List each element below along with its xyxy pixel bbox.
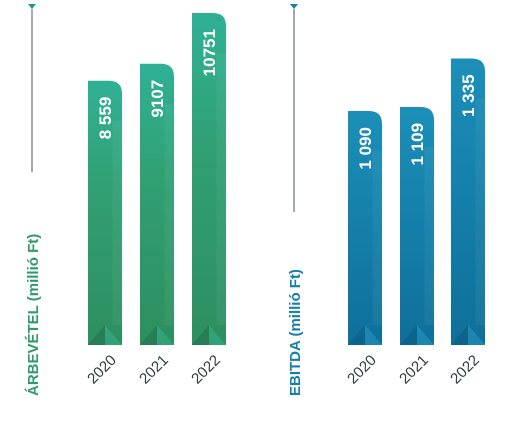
revenue-bar [192,13,226,345]
revenue-bar-facet-left [192,325,209,345]
revenue-chart: ÁRBEVÉTEL (millió Ft) 8 559 9107 10751 202… [25,4,226,396]
ebitda-bar-facet-right [468,325,485,345]
revenue-x-tick-label: 2021 [136,352,172,388]
revenue-x-tick-label: 2022 [188,352,224,388]
revenue-bar-group: 8 559 [88,80,122,345]
ebitda-x-ticks: 2020 2021 2022 [344,352,483,388]
revenue-bars: 8 559 9107 10751 [88,13,226,346]
ebitda-bar-facet-left [400,325,417,345]
ebitda-axis-title: EBITDA (millió Ft) [287,269,304,396]
ebitda-bar-sheen [424,146,434,325]
revenue-axis-title: ÁRBEVÉTEL (millió Ft) [25,234,42,396]
revenue-bar-sheen [164,103,174,325]
ebitda-bar-facet-right [365,325,382,345]
ebitda-bar-group: 1 109 [400,106,434,345]
revenue-value-label: 8 559 [96,97,115,140]
ebitda-x-tick-label: 2020 [344,352,380,388]
ebitda-bar-group: 1 090 [348,111,382,345]
revenue-bar-facet-left [88,325,105,345]
revenue-bar-facet-right [105,325,122,345]
revenue-bar-facet-right [209,325,226,345]
ebitda-bar [400,106,434,345]
ebitda-bar-sheen [475,98,485,326]
revenue-bar-facet-right [157,325,174,345]
revenue-bar-sheen [216,53,226,325]
revenue-bar-facet-left [140,325,157,345]
ebitda-bar [348,111,382,345]
revenue-value-label: 9107 [148,80,167,118]
revenue-bar [140,63,174,346]
ebitda-bars: 1 090 1 109 1 335 [348,58,485,346]
ebitda-x-tick-label: 2021 [396,352,432,388]
revenue-axis-marker-icon [28,4,36,9]
ebitda-x-tick-label: 2022 [447,352,483,388]
ebitda-bar-facet-left [451,325,468,345]
ebitda-bar [451,58,485,346]
revenue-bar-sheen [112,120,122,325]
ebitda-bar-facet-left [348,325,365,345]
ebitda-value-label: 1 090 [356,127,375,170]
revenue-bar [88,80,122,345]
ebitda-bar-facet-right [417,325,434,345]
revenue-x-tick-label: 2020 [84,352,120,388]
revenue-value-label: 10751 [200,29,219,76]
ebitda-bar-group: 1 335 [451,58,485,346]
ebitda-value-label: 1 109 [408,123,427,166]
revenue-bar-group: 10751 [192,13,226,345]
ebitda-bar-sheen [372,151,382,325]
revenue-bar-group: 9107 [140,63,174,346]
ebitda-axis-marker-icon [290,4,298,9]
revenue-x-ticks: 2020 2021 2022 [84,352,224,388]
ebitda-value-label: 1 335 [459,74,478,117]
